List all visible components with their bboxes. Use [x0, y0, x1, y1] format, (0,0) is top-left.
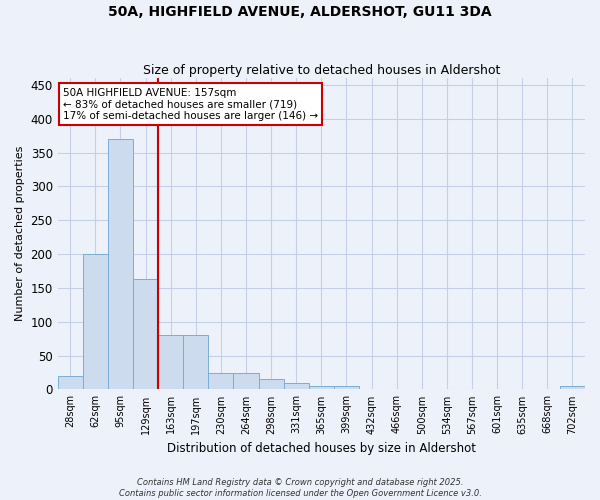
Y-axis label: Number of detached properties: Number of detached properties [15, 146, 25, 322]
Bar [334, 386, 359, 390]
Title: Size of property relative to detached houses in Aldershot: Size of property relative to detached ho… [143, 64, 500, 77]
Text: Contains HM Land Registry data © Crown copyright and database right 2025.
Contai: Contains HM Land Registry data © Crown c… [119, 478, 481, 498]
X-axis label: Distribution of detached houses by size in Aldershot: Distribution of detached houses by size … [167, 442, 476, 455]
Bar [158, 336, 183, 390]
Bar [560, 386, 585, 390]
Bar [108, 139, 133, 390]
Text: 50A HIGHFIELD AVENUE: 157sqm
← 83% of detached houses are smaller (719)
17% of s: 50A HIGHFIELD AVENUE: 157sqm ← 83% of de… [63, 88, 318, 120]
Bar [83, 254, 108, 390]
Bar [183, 336, 208, 390]
Bar [208, 372, 233, 390]
Text: 50A, HIGHFIELD AVENUE, ALDERSHOT, GU11 3DA: 50A, HIGHFIELD AVENUE, ALDERSHOT, GU11 3… [108, 5, 492, 19]
Bar [133, 279, 158, 390]
Bar [259, 380, 284, 390]
Bar [233, 372, 259, 390]
Bar [309, 386, 334, 390]
Bar [284, 382, 309, 390]
Bar [58, 376, 83, 390]
